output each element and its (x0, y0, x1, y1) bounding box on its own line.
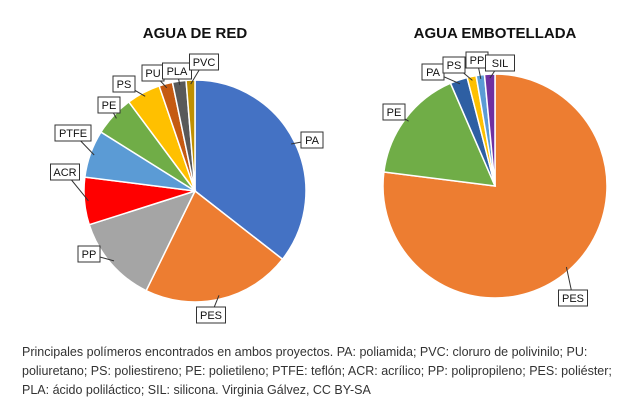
slice-label-box (189, 53, 219, 71)
pie-slice-sil (483, 73, 496, 187)
slice-label-box (300, 131, 324, 149)
slice-label-pes: PES (562, 293, 584, 305)
chart-title: AGUA EMBOTELLADA (414, 25, 577, 42)
slice-label-box (382, 103, 406, 121)
pie-slice-pes (145, 189, 284, 303)
slice-label-box (77, 245, 101, 263)
slice-label-ps: PS (447, 60, 462, 72)
slice-label-pla: PLA (167, 66, 188, 78)
slice-label-pes: PES (200, 310, 222, 322)
slice-label-box (112, 75, 136, 93)
slice-label-acr: ACR (53, 167, 76, 179)
slice-label-pvc: PVC (193, 57, 216, 69)
pie-slice-pa (194, 79, 307, 261)
slice-label-box (162, 62, 192, 80)
slice-label-sil: SIL (492, 58, 509, 70)
slice-label-pe: PE (387, 107, 402, 119)
slice-label-box (54, 124, 92, 142)
slice-label-ptfe: PTFE (59, 128, 87, 140)
slice-label-box (558, 289, 588, 307)
pie-slice-pp (88, 189, 197, 292)
slice-label-pe: PE (102, 100, 117, 112)
slice-label-pp: PP (82, 249, 97, 261)
slice-label-pu: PU (145, 68, 160, 80)
slice-label-box (442, 56, 466, 74)
slice-label-box (50, 163, 80, 181)
slice-label-box (97, 96, 121, 114)
slice-label-pp: PP (470, 55, 485, 67)
slice-label-pa: PA (426, 67, 441, 79)
chart-title: AGUA DE RED (143, 25, 248, 42)
slice-label-box (485, 54, 515, 72)
pie-chart-2: AGUA EMBOTELLADA PES PE PA PS PP SIL (382, 25, 608, 307)
slice-label-box (196, 306, 226, 324)
pie-slice-pvc (185, 79, 196, 192)
figure-caption: Principales polímeros encontrados en amb… (22, 344, 612, 397)
slice-label-ps: PS (117, 79, 132, 91)
slice-label-pa: PA (305, 135, 320, 147)
